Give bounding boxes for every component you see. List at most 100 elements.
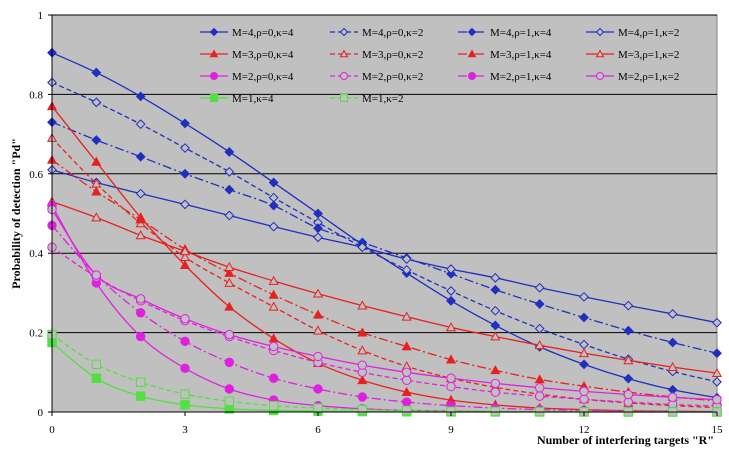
data-point: [224, 301, 235, 311]
series-line: [51, 137, 718, 409]
legend-label: M=3,ρ=1,κ=2: [618, 49, 679, 61]
data-point: [135, 151, 146, 162]
x-tick-label: 3: [182, 424, 188, 436]
legend-label: M=1,κ=2: [362, 93, 403, 105]
data-point: [534, 299, 545, 309]
y-axis-label: Probability of detection "Pd": [9, 138, 23, 289]
data-point: [490, 272, 501, 283]
legend-entry: M=2,ρ=0,κ=4: [200, 71, 294, 83]
legend-label: M=4,ρ=0,κ=2: [362, 27, 423, 39]
x-tick-label: 6: [315, 424, 321, 436]
data-point: [623, 389, 634, 400]
legend-swatch-marker: [596, 72, 604, 80]
data-point: [268, 373, 279, 383]
data-point: [712, 376, 722, 387]
series-line: [51, 246, 718, 407]
data-point: [224, 166, 235, 177]
legend-entry: M=1,κ=2: [330, 93, 403, 105]
data-point: [180, 363, 190, 374]
data-point: [135, 377, 146, 387]
legend-swatch-marker: [340, 94, 348, 102]
series-line: [51, 159, 718, 402]
legend-swatch-marker: [468, 72, 476, 80]
data-point: [490, 378, 501, 389]
data-point: [623, 325, 634, 336]
data-point: [179, 259, 191, 269]
data-point: [224, 396, 235, 406]
data-point: [268, 200, 279, 211]
legend-entry: M=4,ρ=1,κ=2: [586, 27, 679, 39]
x-axis-label: Number of interfering targets "R": [537, 433, 714, 447]
data-point: [446, 381, 456, 392]
data-point: [180, 143, 190, 153]
data-point: [135, 119, 146, 130]
legend-label: M=4,ρ=0,κ=4: [232, 27, 294, 39]
data-point: [135, 331, 146, 342]
data-point: [446, 373, 456, 383]
data-point: [445, 354, 457, 364]
legend-label: M=1,κ=4: [232, 93, 274, 105]
data-point: [401, 367, 412, 377]
data-point: [357, 242, 368, 253]
data-point: [401, 397, 412, 407]
axes: [51, 15, 717, 413]
data-point: [224, 184, 235, 195]
data-point: [357, 345, 368, 355]
data-point: [179, 245, 191, 256]
data-point: [135, 214, 146, 224]
data-point: [91, 373, 102, 383]
x-tick-label: 9: [448, 424, 454, 436]
data-point: [490, 406, 501, 417]
legend-swatch-marker: [595, 49, 605, 58]
legend-label: M=2,ρ=1,κ=2: [618, 71, 679, 83]
data-point: [401, 405, 412, 416]
series-line: [51, 200, 718, 374]
data-point: [180, 389, 190, 399]
data-point: [445, 322, 457, 332]
data-point: [490, 387, 501, 397]
legend-label: M=4,ρ=1,κ=2: [618, 27, 679, 39]
data-point: [180, 168, 190, 179]
y-tick-label: 0: [38, 407, 44, 419]
data-point: [224, 384, 235, 394]
data-point: [313, 351, 323, 362]
data-point: [446, 286, 456, 296]
legend-swatch-marker: [339, 27, 349, 37]
data-point: [135, 294, 146, 304]
data-point: [490, 320, 501, 331]
legend-label: M=3,ρ=1,κ=4: [490, 49, 552, 61]
legend-label: M=4,ρ=1,κ=4: [490, 27, 552, 39]
data-point: [224, 261, 235, 271]
legend-entry: M=3,ρ=1,κ=4: [458, 49, 552, 61]
series-layer: [46, 47, 723, 417]
data-point: [401, 341, 412, 351]
series-4: [47, 164, 722, 328]
data-point: [401, 311, 412, 321]
data-point: [579, 312, 589, 323]
data-point: [135, 391, 146, 401]
series-line: [51, 81, 718, 383]
tick-labels: 0 0.2 0.4 0.6 0.8 1 0 3 6 9 12 15: [29, 10, 723, 436]
data-point: [312, 288, 324, 298]
data-point: [534, 391, 545, 401]
legend-entry: M=1,κ=4: [200, 93, 274, 105]
data-point: [268, 275, 279, 285]
data-point: [135, 91, 146, 102]
data-point: [667, 392, 678, 403]
data-point: [91, 270, 102, 280]
legend-swatch-marker: [339, 49, 349, 58]
legend-entry: M=4,ρ=0,κ=4: [200, 27, 294, 39]
data-point: [534, 340, 545, 350]
data-point: [401, 264, 412, 275]
data-point: [357, 300, 368, 310]
data-point: [179, 251, 191, 262]
data-point: [357, 327, 368, 337]
data-point: [135, 230, 146, 240]
data-point: [534, 282, 545, 293]
data-point: [91, 359, 102, 370]
data-point: [91, 212, 102, 222]
data-point: [623, 300, 634, 311]
data-point: [268, 177, 279, 188]
plot-area: [51, 14, 718, 413]
